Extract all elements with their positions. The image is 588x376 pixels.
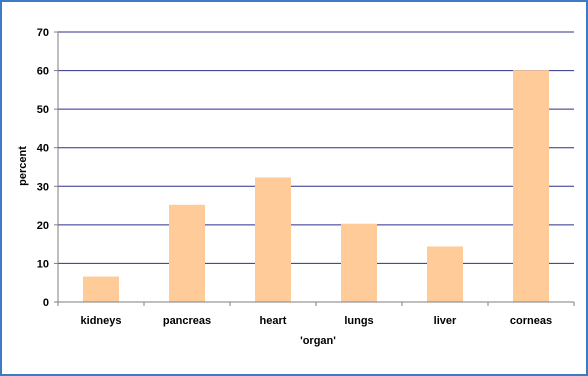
gridlines xyxy=(58,31,574,264)
bar-heart xyxy=(255,177,291,302)
bars xyxy=(83,70,549,302)
x-tick-label: pancreas xyxy=(163,315,211,327)
bar-kidneys xyxy=(83,276,119,302)
y-tick-label: 30 xyxy=(37,181,49,193)
x-axis-title: 'organ' xyxy=(300,335,336,347)
bar-pancreas xyxy=(169,204,205,302)
x-tick-label: lungs xyxy=(344,315,373,327)
y-tick-label: 10 xyxy=(37,258,49,270)
bar-corneas xyxy=(513,70,549,302)
y-axis-title: percent xyxy=(17,146,29,186)
bar-liver xyxy=(427,246,463,302)
axes xyxy=(54,31,575,306)
bar-lungs xyxy=(341,223,377,302)
y-tick-label: 40 xyxy=(37,143,49,155)
y-tick-label: 50 xyxy=(37,104,49,116)
x-tick-label: kidneys xyxy=(81,315,122,327)
x-tick-label: corneas xyxy=(510,315,552,327)
tick-labels: 0 10 20 30 40 50 60 70 kidneys pancreas heart lungs… xyxy=(37,27,552,327)
y-tick-label: 0 xyxy=(43,297,49,309)
x-tick-label: liver xyxy=(434,315,457,327)
x-tick-label: heart xyxy=(260,315,287,327)
y-tick-label: 60 xyxy=(37,66,49,78)
y-tick-label: 70 xyxy=(37,27,49,39)
y-tick-label: 20 xyxy=(37,220,49,232)
